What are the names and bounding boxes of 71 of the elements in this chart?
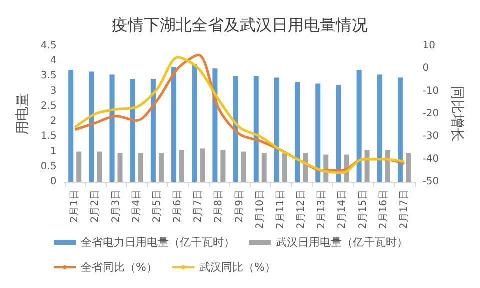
y2-tick-label: 0	[422, 63, 430, 74]
y-tick-label: 0.5	[40, 161, 57, 172]
y-tick-label: 1.5	[40, 131, 57, 142]
bar	[89, 72, 94, 182]
bar	[406, 153, 411, 182]
bar	[364, 150, 370, 182]
bar	[130, 79, 136, 182]
y-tick-label: 2	[50, 116, 57, 128]
y-tick-label: 3	[50, 86, 57, 97]
bar	[150, 79, 156, 182]
bar	[180, 150, 185, 182]
bar	[233, 76, 238, 182]
bar	[398, 78, 403, 182]
bar	[336, 85, 342, 182]
bar	[192, 64, 198, 182]
y2-tick-label: 10	[422, 40, 436, 52]
y-tick-label: 3.5	[40, 70, 57, 82]
chart-title: 疫情下湖北全省及武汉日用电量情况	[112, 16, 368, 34]
x-tick-label: 2月16日	[378, 190, 390, 230]
y-tick-label: 4.5	[40, 40, 57, 52]
bar	[356, 70, 362, 182]
x-tick-label: 2月17日	[398, 190, 410, 230]
bar	[274, 78, 280, 182]
y2-tick-label: -10	[422, 86, 440, 97]
bar	[316, 84, 321, 182]
bar	[220, 150, 226, 182]
x-tick-label: 2月13日	[316, 190, 328, 230]
bar	[68, 70, 74, 182]
bar	[377, 74, 382, 182]
y-tick-label: 4	[50, 56, 57, 67]
y2-tick-label: -40	[422, 154, 440, 165]
bar	[158, 153, 164, 182]
bar	[138, 153, 144, 182]
y-tick-label: 2.5	[40, 100, 57, 112]
y2-tick-label: -30	[422, 131, 440, 142]
bar	[76, 152, 82, 182]
x-tick-label: 2月6日	[172, 190, 184, 223]
bar	[118, 153, 123, 182]
x-tick-label: 2月5日	[152, 190, 163, 223]
legend-label: 全省同比（%）	[81, 261, 158, 274]
x-tick-label: 2月2日	[90, 190, 102, 223]
x-tick-label: 2月15日	[358, 190, 369, 230]
x-tick-label: 2月12日	[296, 190, 308, 230]
bar	[241, 152, 246, 182]
bar	[262, 153, 267, 182]
y2-axis-title: 同比增长	[449, 86, 465, 142]
bar	[110, 74, 115, 182]
legend-label: 武汉日用电量（亿千瓦时）	[276, 236, 408, 249]
x-tick-label: 2月10日	[254, 190, 266, 230]
x-tick-label: 2月9日	[234, 190, 246, 223]
bar	[254, 76, 259, 182]
y2-tick-label: -20	[422, 108, 440, 120]
bar	[200, 148, 206, 182]
x-tick-label: 2月8日	[214, 190, 225, 223]
bar	[172, 67, 177, 182]
x-tick-label: 2月1日	[70, 190, 81, 223]
bar	[282, 153, 288, 182]
legend-label: 武汉同比（%）	[199, 261, 276, 274]
y-axis-title: 用电量	[15, 93, 31, 135]
y2-tick-label: -50	[422, 176, 440, 188]
x-tick-label: 2月7日	[193, 190, 204, 223]
bar	[385, 150, 390, 182]
bar	[295, 82, 300, 182]
y-tick-label: 0	[50, 176, 57, 188]
bar	[97, 152, 102, 182]
legend-label: 全省电力日用电量（亿千瓦时）	[81, 236, 235, 249]
x-tick-label: 2月3日	[110, 190, 122, 223]
x-tick-label: 2月4日	[131, 190, 142, 223]
y-tick-label: 1	[50, 146, 57, 158]
x-tick-label: 2月14日	[337, 190, 348, 230]
x-tick-label: 2月11日	[275, 190, 286, 230]
